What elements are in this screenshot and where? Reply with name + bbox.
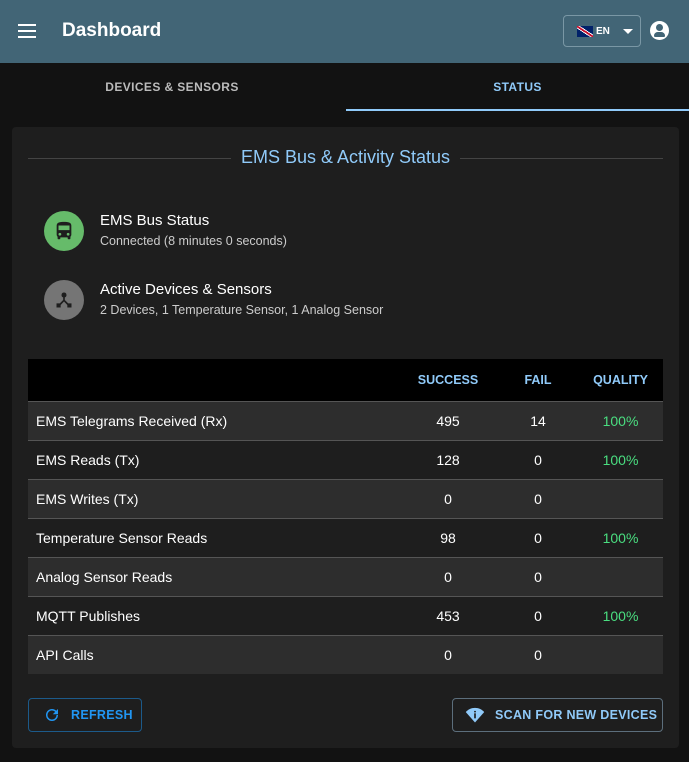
tab-devices-sensors[interactable]: DEVICES & SENSORS [105,80,239,94]
cell-name: Analog Sensor Reads [28,556,398,596]
cell-success: 0 [398,634,498,674]
cell-quality: 100% [578,400,663,440]
table-row: EMS Telegrams Received (Rx) 495 14 100% [28,400,663,440]
cell-name: EMS Telegrams Received (Rx) [28,400,398,440]
cell-quality [578,556,663,596]
card-title: EMS Bus & Activity Status [230,147,461,167]
cell-success: 128 [398,439,498,479]
page-title: Dashboard [62,20,162,41]
scan-label: SCAN FOR NEW DEVICES [495,708,658,722]
active-devices-subtitle: 2 Devices, 1 Temperature Sensor, 1 Analo… [100,303,384,317]
table-row: API Calls 0 0 [28,634,663,674]
account-icon[interactable] [650,21,669,40]
uk-flag-icon [577,25,593,37]
header-quality: QUALITY [578,359,663,401]
cell-fail: 0 [498,595,578,635]
cell-fail: 0 [498,439,578,479]
cell-quality [578,634,663,674]
menu-icon[interactable] [18,24,36,38]
chevron-down-icon [622,28,633,34]
cell-fail: 0 [498,478,578,518]
refresh-icon [46,709,58,721]
refresh-button[interactable]: REFRESH [28,698,142,732]
table-row: MQTT Publishes 453 0 100% [28,595,663,635]
header-fail: FAIL [498,359,578,401]
cell-name: EMS Writes (Tx) [28,478,398,518]
cell-fail: 14 [498,400,578,440]
cell-name: EMS Reads (Tx) [28,439,398,479]
stats-table: SUCCESS FAIL QUALITY EMS Telegrams Recei… [28,359,663,674]
bus-icon [44,211,84,251]
cell-success: 98 [398,517,498,557]
table-row: Analog Sensor Reads 0 0 [28,556,663,596]
status-card: EMS Bus & Activity Status EMS Bus Status… [12,127,679,748]
language-label: EN [596,25,610,37]
active-devices-title: Active Devices & Sensors [100,281,272,298]
cell-name: MQTT Publishes [28,595,398,635]
cell-fail: 0 [498,517,578,557]
cell-name: API Calls [28,634,398,674]
table-row: EMS Writes (Tx) 0 0 [28,478,663,518]
cell-quality: 100% [578,439,663,479]
cell-success: 495 [398,400,498,440]
wifi-info-icon [465,707,485,723]
cell-success: 0 [398,478,498,518]
table-row: Temperature Sensor Reads 98 0 100% [28,517,663,557]
cell-name: Temperature Sensor Reads [28,517,398,557]
device-hub-icon [44,280,84,320]
bus-status-subtitle: Connected (8 minutes 0 seconds) [100,234,287,248]
refresh-label: REFRESH [71,708,133,722]
cell-success: 0 [398,556,498,596]
table-row: EMS Reads (Tx) 128 0 100% [28,439,663,479]
cell-success: 453 [398,595,498,635]
language-select[interactable]: EN [563,15,641,47]
header-success: SUCCESS [398,359,498,401]
header-name [28,359,398,401]
cell-quality: 100% [578,595,663,635]
scan-devices-button[interactable]: SCAN FOR NEW DEVICES [452,698,663,732]
app-bar: Dashboard EN [0,0,689,63]
tab-status[interactable]: STATUS [346,63,689,111]
cell-fail: 0 [498,556,578,596]
bus-status-title: EMS Bus Status [100,212,210,229]
cell-quality [578,478,663,518]
cell-quality: 100% [578,517,663,557]
cell-fail: 0 [498,634,578,674]
